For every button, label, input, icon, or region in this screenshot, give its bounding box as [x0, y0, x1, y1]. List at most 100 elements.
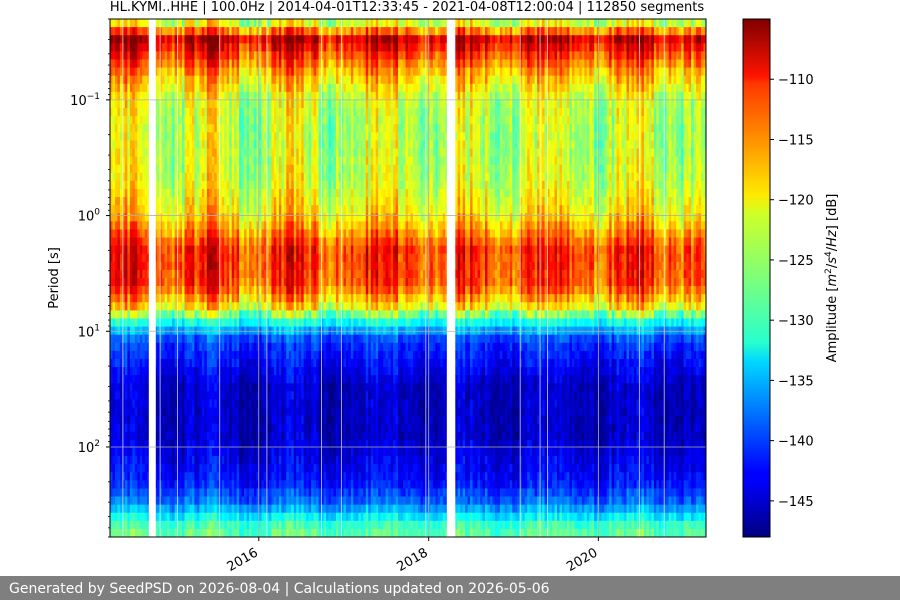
spectrogram-cell: [172, 148, 176, 158]
spectrogram-cell: [127, 140, 131, 150]
spectrogram-cell: [119, 51, 124, 61]
spectrogram-cell: [122, 480, 126, 490]
spectrogram-cell: [164, 302, 168, 311]
spectrogram-cell: [117, 205, 121, 214]
spectrogram-cell: [144, 431, 148, 441]
spectrogram-cell: [137, 456, 141, 465]
spectrogram-cell: [119, 116, 124, 125]
spectrogram-cell: [147, 124, 151, 133]
spectrogram-cell: [169, 375, 173, 384]
spectrogram-cell: [172, 286, 176, 295]
spectrogram-cell: [139, 456, 143, 465]
spectrogram-cell: [162, 188, 166, 198]
spectrogram-cell: [110, 19, 114, 28]
spectrogram-cell: [147, 286, 151, 295]
spectrogram-cell: [157, 520, 161, 530]
spectrogram-cell: [134, 504, 138, 514]
spectrogram-cell: [177, 43, 181, 52]
spectrogram-cell: [139, 334, 143, 344]
spectrogram-cell: [159, 172, 163, 182]
spectrogram-cell: [117, 431, 121, 441]
spectrogram-cell: [177, 375, 181, 384]
spectrogram-cell: [127, 278, 131, 287]
spectrogram-cell: [129, 310, 133, 320]
spectrogram-cell: [144, 156, 148, 166]
spectrogram-cell: [167, 415, 171, 425]
spectrogram-cell: [157, 375, 161, 384]
spectrogram-cell: [110, 188, 114, 198]
spectrogram-cell: [157, 447, 161, 457]
spectrogram-cell: [112, 464, 116, 473]
spectrogram-cell: [122, 423, 126, 433]
spectrogram-cell: [177, 19, 181, 28]
spectrogram-cell: [114, 439, 119, 449]
spectrogram-cell: [164, 229, 168, 239]
spectrogram-cell: [137, 172, 141, 182]
spectrogram-cell: [177, 253, 181, 263]
spectrogram-cell: [162, 172, 166, 182]
spectrogram-cell: [137, 447, 141, 457]
spectrogram-cell: [144, 383, 148, 392]
spectrogram-cell: [172, 480, 176, 490]
spectrogram-cell: [164, 512, 168, 522]
spectrogram-cell: [119, 431, 124, 441]
spectrogram-cell: [159, 504, 163, 514]
spectrogram-cell: [127, 108, 131, 117]
spectrogram-cell: [154, 108, 158, 117]
spectrogram-cell: [110, 172, 114, 182]
spectrogram-cell: [162, 334, 166, 344]
spectrogram-cell: [159, 108, 163, 117]
spectrogram-cell: [174, 261, 178, 271]
spectrogram-cell: [134, 350, 138, 360]
spectrogram-cell: [119, 480, 124, 490]
spectrogram-cell: [119, 528, 124, 537]
spectrogram-cell: [127, 504, 131, 514]
spectrogram-cell: [154, 27, 158, 36]
spectrogram-cell: [167, 205, 171, 214]
spectrogram-cell: [139, 423, 143, 433]
spectrogram-cell: [124, 116, 128, 125]
spectrogram-cell: [132, 188, 136, 198]
spectrogram-cell: [129, 504, 133, 514]
spectrogram-cell: [167, 383, 171, 392]
spectrogram-cell: [110, 286, 114, 295]
spectrogram-cell: [132, 367, 136, 376]
spectrogram-cell: [117, 383, 121, 392]
spectrogram-cell: [110, 148, 114, 158]
spectrogram-cell: [154, 19, 158, 28]
spectrogram-cell: [147, 188, 151, 198]
spectrogram-cell: [174, 205, 178, 214]
spectrogram-cell: [137, 480, 141, 490]
spectrogram-cell: [134, 75, 138, 85]
spectrogram-cell: [169, 83, 173, 93]
spectrogram-cell: [167, 27, 171, 36]
spectrogram-cell: [142, 310, 146, 320]
spectrogram-cell: [122, 528, 126, 537]
spectrogram-cell: [167, 294, 171, 303]
spectrogram-cell: [169, 528, 173, 537]
spectrogram-cell: [110, 334, 114, 344]
spectrogram-cell: [159, 383, 163, 392]
spectrogram-cell: [159, 43, 163, 52]
spectrogram-cell: [159, 253, 163, 263]
spectrogram-cell: [129, 269, 133, 279]
spectrogram-cell: [124, 310, 128, 320]
spectrogram-cell: [114, 302, 119, 311]
spectrogram-cell: [122, 27, 126, 36]
spectrogram-cell: [172, 407, 176, 417]
spectrogram-cell: [112, 205, 116, 214]
spectrogram-cell: [164, 286, 168, 295]
spectrogram-cell: [134, 423, 138, 433]
spectrogram-cell: [127, 99, 131, 109]
spectrogram-cell: [114, 375, 119, 384]
spectrogram-cell: [122, 391, 126, 400]
spectrogram-cell: [174, 237, 178, 247]
spectrogram-cell: [119, 75, 124, 85]
spectrogram-cell: [117, 407, 121, 417]
spectrogram-cell: [164, 520, 168, 530]
spectrogram-cell: [134, 294, 138, 303]
spectrogram-cell: [164, 334, 168, 344]
spectrogram-cell: [159, 83, 163, 93]
spectrogram-cell: [164, 439, 168, 449]
spectrogram-cell: [157, 75, 161, 85]
